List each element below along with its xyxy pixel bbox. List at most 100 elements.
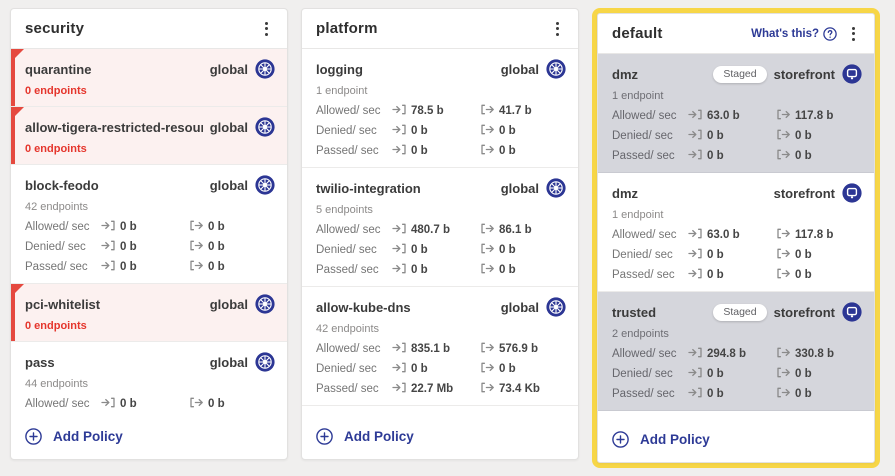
policy-card-header: allow-tigera-restricted-resources global xyxy=(25,117,275,137)
kubernetes-icon xyxy=(546,59,566,79)
ingress-icon xyxy=(688,345,703,363)
kebab-menu-icon[interactable] xyxy=(551,18,564,40)
ingress-icon xyxy=(392,360,407,378)
stat-egress: 0 b xyxy=(776,147,812,165)
ingress-value: 0 b xyxy=(707,249,724,261)
ingress-icon xyxy=(688,147,703,165)
add-policy-button[interactable]: Add Policy xyxy=(612,430,710,448)
stat-row: Passed/ sec 0 b 0 b xyxy=(25,260,275,274)
help-circle-icon xyxy=(823,26,837,41)
policy-card[interactable]: dmz Staged storefront 1 endpoint Allowed… xyxy=(598,54,874,173)
endpoints-count: 1 endpoint xyxy=(612,209,664,221)
tier-title: default xyxy=(612,25,663,42)
stat-row: Denied/ sec 0 b 0 b xyxy=(25,240,275,254)
policy-card[interactable]: logging global 1 endpoint Allowed/ sec xyxy=(302,49,578,168)
ingress-value: 480.7 b xyxy=(411,224,450,236)
egress-value: 0 b xyxy=(499,125,516,137)
add-policy-button[interactable]: Add Policy xyxy=(316,427,414,445)
plus-circle-icon xyxy=(612,430,629,448)
policy-scope-label: storefront xyxy=(773,66,835,82)
policy-card[interactable]: allow-tigera-restricted-resources global… xyxy=(11,107,287,165)
policy-card-header: twilio-integration global xyxy=(316,178,566,198)
stat-egress: 0 b xyxy=(480,122,516,140)
stat-row: Denied/ sec 0 b 0 b xyxy=(612,129,862,143)
stat-egress: 117.8 b xyxy=(776,107,833,125)
policy-card[interactable]: twilio-integration global 5 endpoints Al… xyxy=(302,168,578,287)
ingress-icon xyxy=(688,365,703,383)
policy-card-header: block-feodo global xyxy=(25,175,275,195)
stat-ingress: 0 b xyxy=(101,238,189,256)
tier-security-header: security xyxy=(11,9,287,49)
ingress-value: 0 b xyxy=(411,125,428,137)
whats-this-link[interactable]: What's this? xyxy=(751,26,837,41)
ingress-value: 0 b xyxy=(120,398,137,410)
policy-card[interactable]: quarantine global 0 endpoints xyxy=(11,49,287,107)
endpoints-count: 42 endpoints xyxy=(25,201,88,213)
policy-card-header: pci-whitelist global xyxy=(25,294,275,314)
policy-card[interactable]: pass global 44 endpoints Allowed/ sec xyxy=(11,342,287,413)
egress-icon xyxy=(480,221,495,239)
policy-scope-label: global xyxy=(500,180,539,196)
egress-icon xyxy=(776,266,791,284)
stat-label: Allowed/ sec xyxy=(25,398,90,410)
add-policy-button[interactable]: Add Policy xyxy=(25,427,123,445)
egress-value: 0 b xyxy=(795,150,812,162)
egress-value: 0 b xyxy=(208,241,225,253)
policy-scope-label: global xyxy=(209,296,248,312)
tier-default-policy-list: dmz Staged storefront 1 endpoint Allowed… xyxy=(598,54,874,416)
stat-row: Allowed/ sec 78.5 b 41.7 b xyxy=(316,104,566,118)
stat-ingress: 480.7 b xyxy=(392,221,480,239)
stat-label: Allowed/ sec xyxy=(25,221,90,233)
egress-value: 0 b xyxy=(499,264,516,276)
stat-egress: 0 b xyxy=(189,218,225,236)
ingress-icon xyxy=(392,261,407,279)
egress-icon xyxy=(776,385,791,403)
stat-label: Passed/ sec xyxy=(25,261,88,273)
ingress-value: 294.8 b xyxy=(707,348,746,360)
policy-name: dmz xyxy=(612,66,638,82)
add-policy-label: Add Policy xyxy=(640,431,710,447)
policy-card[interactable]: trusted Staged storefront 2 endpoints Al… xyxy=(598,292,874,411)
egress-icon xyxy=(480,142,495,160)
stat-ingress: 22.7 Mb xyxy=(392,380,480,398)
kubernetes-icon xyxy=(546,178,566,198)
kubernetes-icon xyxy=(255,59,275,79)
stat-ingress: 0 b xyxy=(688,147,776,165)
ingress-value: 0 b xyxy=(707,269,724,281)
ingress-icon xyxy=(101,395,116,413)
ingress-value: 63.0 b xyxy=(707,229,740,241)
kebab-menu-icon[interactable] xyxy=(847,23,860,45)
egress-icon xyxy=(189,238,204,256)
tier-platform-header: platform xyxy=(302,9,578,49)
policy-card[interactable]: pci-whitelist global 0 endpoints xyxy=(11,284,287,342)
tier-platform-policy-list: logging global 1 endpoint Allowed/ sec xyxy=(302,49,578,413)
policy-card-header: pass global xyxy=(25,352,275,372)
stat-label: Allowed/ sec xyxy=(316,224,381,236)
egress-icon xyxy=(776,246,791,264)
policy-card[interactable]: dmz storefront 1 endpoint Allowed/ sec 6… xyxy=(598,173,874,292)
stat-label: Passed/ sec xyxy=(316,145,379,157)
staged-badge: Staged xyxy=(713,65,767,83)
policy-card-header: quarantine global xyxy=(25,59,275,79)
policy-stats: Allowed/ sec 0 b 0 b Denied/ sec 0 b xyxy=(25,397,275,413)
stat-egress: 0 b xyxy=(776,266,812,284)
egress-value: 0 b xyxy=(795,269,812,281)
egress-icon xyxy=(189,218,204,236)
egress-value: 0 b xyxy=(499,244,516,256)
policy-name: allow-tigera-restricted-resources xyxy=(25,119,203,135)
tier-security: security quarantine global 0 endpoints xyxy=(10,8,288,460)
stat-ingress: 0 b xyxy=(688,385,776,403)
policy-name: pci-whitelist xyxy=(25,296,101,312)
policy-name: trusted xyxy=(612,304,657,320)
policy-card[interactable]: block-feodo global 42 endpoints Allowed/… xyxy=(11,165,287,284)
stat-ingress: 0 b xyxy=(688,246,776,264)
stat-egress: 41.7 b xyxy=(480,102,532,120)
stat-ingress: 0 b xyxy=(688,365,776,383)
stat-ingress: 0 b xyxy=(392,122,480,140)
ingress-value: 0 b xyxy=(707,150,724,162)
kebab-menu-icon[interactable] xyxy=(260,18,273,40)
policy-scope-label: global xyxy=(209,61,248,77)
egress-value: 73.4 Kb xyxy=(499,383,540,395)
policy-card[interactable]: allow-kube-dns global 42 endpoints Allow… xyxy=(302,287,578,406)
policy-card[interactable]: trusted storefront xyxy=(598,411,874,416)
